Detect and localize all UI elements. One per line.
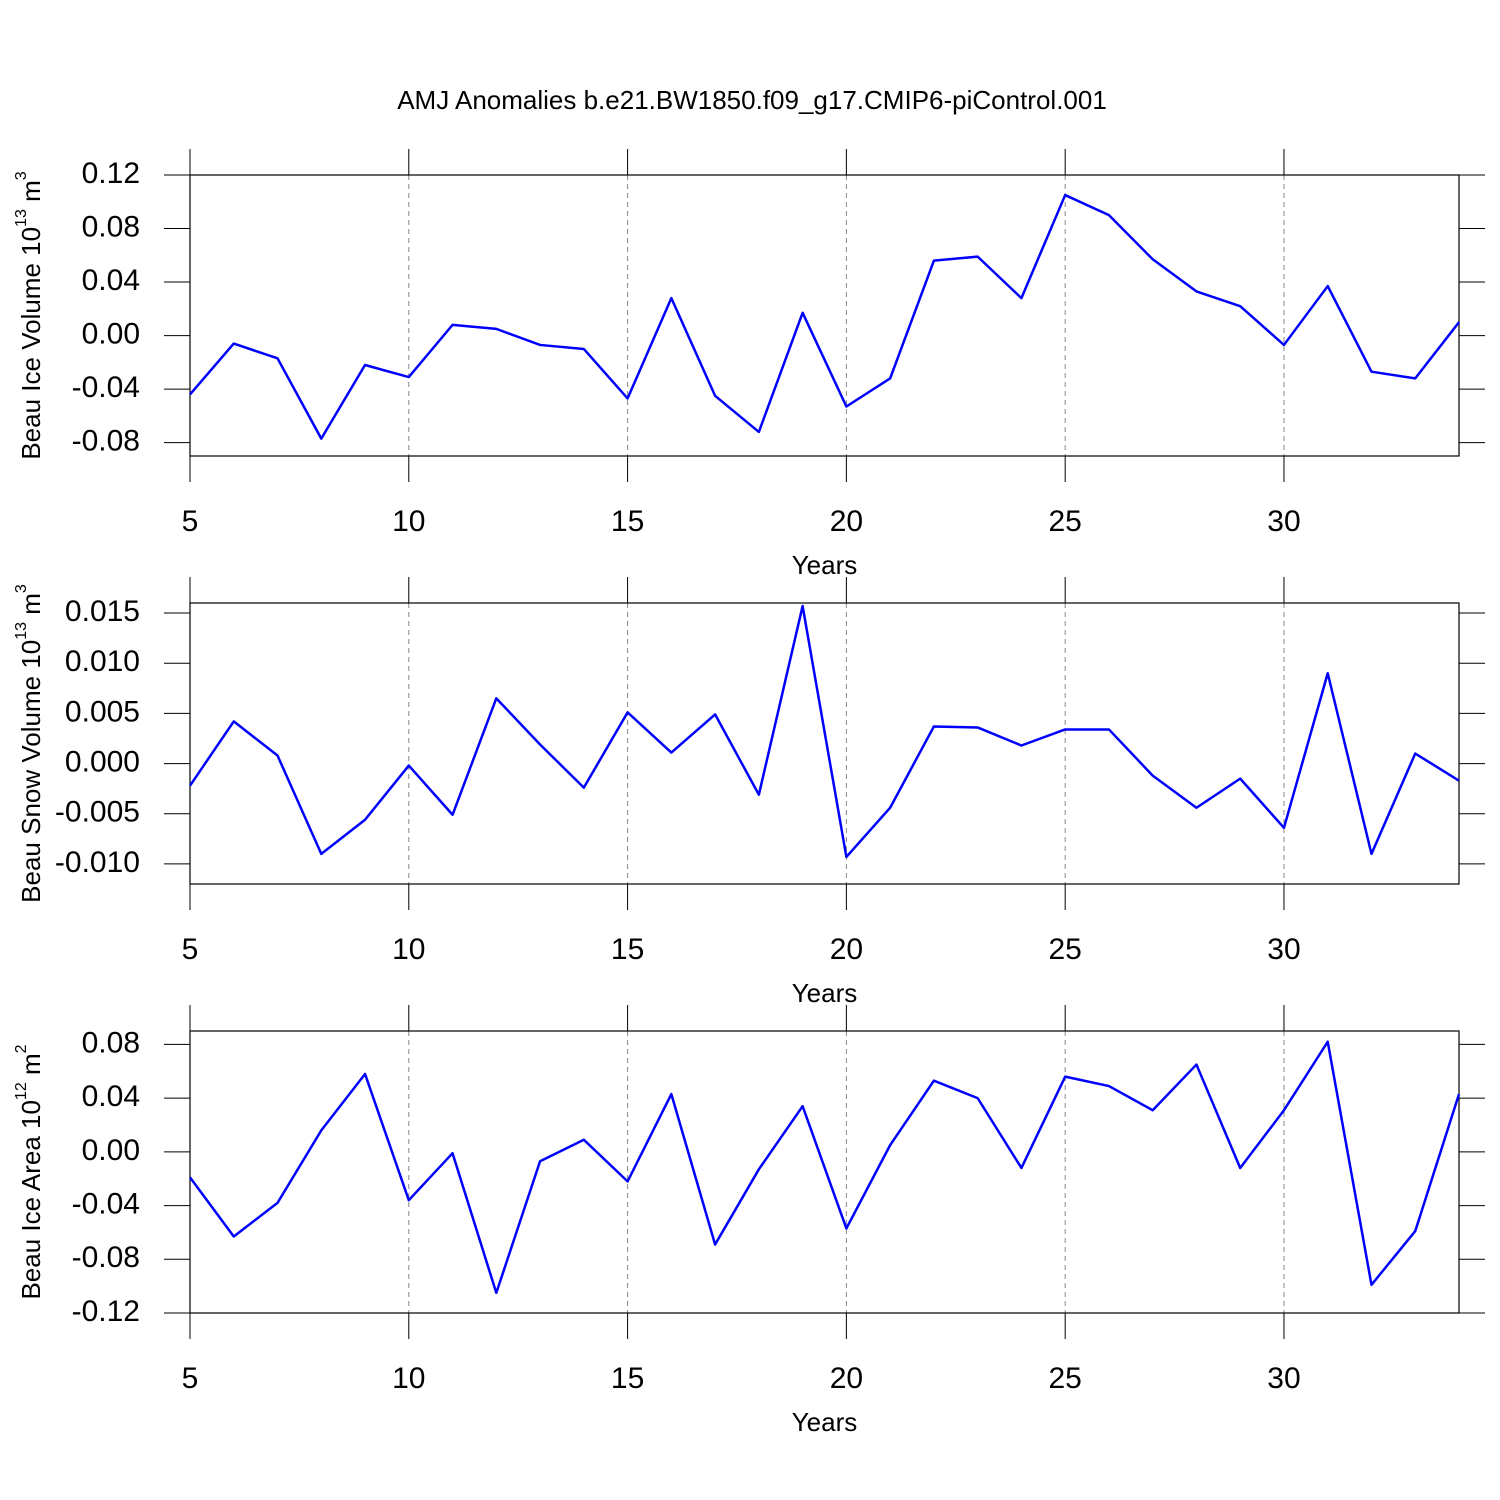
y-tick-label: -0.08 xyxy=(72,425,140,458)
plot-frame xyxy=(189,602,1460,885)
x-tick-label: 15 xyxy=(611,933,644,966)
x-tick-label: 20 xyxy=(830,505,863,538)
x-tick-label: 30 xyxy=(1267,933,1300,966)
y-tick-label: -0.04 xyxy=(72,371,140,404)
x-axis-label: Years xyxy=(792,550,858,580)
x-tick-label: 20 xyxy=(830,1362,863,1395)
x-tick-label: 10 xyxy=(392,505,425,538)
data-line xyxy=(189,193,1460,440)
y-axis-label-part: m xyxy=(16,593,46,622)
y-tick-label: 0.04 xyxy=(82,264,140,297)
y-tick-label: 0.000 xyxy=(65,745,140,778)
y-axis-label-part: m xyxy=(16,1053,46,1082)
x-tick-label: 25 xyxy=(1048,1362,1081,1395)
x-tick-label: 10 xyxy=(392,933,425,966)
x-tick-label: 5 xyxy=(182,933,199,966)
y-axis-label: Beau Snow Volume 1013 m3 xyxy=(13,584,46,903)
x-tick-label: 10 xyxy=(392,1362,425,1395)
y-axis-label-part: Beau Ice Area 10 xyxy=(16,1100,46,1299)
plot-frame xyxy=(189,174,1460,457)
y-axis-label: Beau Ice Volume 1013 m3 xyxy=(13,171,46,459)
y-axis-label-exponent: 13 xyxy=(13,622,30,640)
x-tick-label: 30 xyxy=(1267,1362,1300,1395)
x-tick-label: 20 xyxy=(830,933,863,966)
x-tick-label: 15 xyxy=(611,505,644,538)
x-tick-label: 30 xyxy=(1267,505,1300,538)
y-axis-label-part: Beau Snow Volume 10 xyxy=(16,640,46,903)
y-tick-label: 0.12 xyxy=(82,157,140,190)
x-axis-label: Years xyxy=(792,1407,858,1437)
y-axis-label-exponent: 3 xyxy=(13,171,30,180)
x-tick-label: 25 xyxy=(1048,505,1081,538)
data-line xyxy=(188,604,1460,859)
y-tick-label: 0.08 xyxy=(82,210,140,243)
y-axis-label-part: m xyxy=(16,180,46,209)
x-tick-label: 5 xyxy=(182,505,199,538)
figure-title: AMJ Anomalies b.e21.BW1850.f09_g17.CMIP6… xyxy=(397,85,1107,115)
y-axis-label-exponent: 12 xyxy=(13,1082,30,1100)
x-tick-label: 15 xyxy=(611,1362,644,1395)
y-axis-label-exponent: 3 xyxy=(13,584,30,593)
plot-frame xyxy=(189,1030,1460,1314)
y-axis-label-exponent: 2 xyxy=(13,1044,30,1053)
data-line xyxy=(188,1040,1461,1295)
y-tick-label: -0.005 xyxy=(55,796,140,829)
y-axis-label-part: Beau Ice Volume 10 xyxy=(16,227,46,460)
x-tick-label: 5 xyxy=(182,1362,199,1395)
y-tick-label: 0.00 xyxy=(82,317,140,350)
y-tick-label: -0.12 xyxy=(72,1295,140,1328)
x-axis-label: Years xyxy=(792,978,858,1008)
y-tick-label: 0.08 xyxy=(82,1026,140,1059)
y-axis-label: Beau Ice Area 1012 m2 xyxy=(13,1044,46,1299)
y-tick-label: -0.010 xyxy=(55,846,140,879)
y-tick-label: 0.04 xyxy=(82,1080,140,1113)
y-axis-label-exponent: 13 xyxy=(13,209,30,227)
y-tick-label: -0.08 xyxy=(72,1241,140,1274)
y-tick-label: 0.010 xyxy=(65,645,140,678)
x-tick-label: 25 xyxy=(1048,933,1081,966)
y-tick-label: 0.015 xyxy=(65,595,140,628)
y-tick-label: 0.00 xyxy=(82,1134,140,1167)
y-tick-label: -0.04 xyxy=(72,1187,140,1220)
y-tick-label: 0.005 xyxy=(65,695,140,728)
